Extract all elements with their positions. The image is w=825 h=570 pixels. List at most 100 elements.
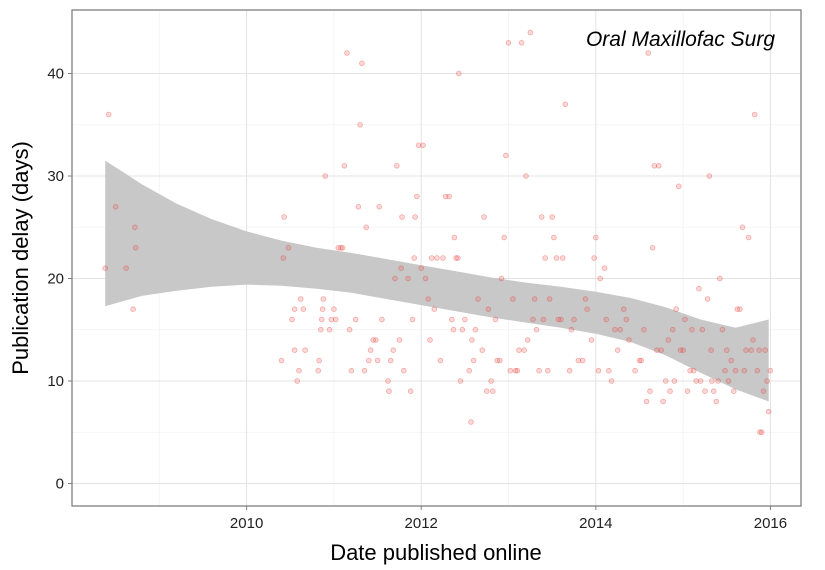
data-point [647, 388, 653, 395]
data-point [636, 357, 643, 364]
data-point [762, 347, 768, 354]
data-point [376, 204, 383, 210]
data-point [680, 347, 686, 354]
data-point [428, 255, 435, 261]
data-point [437, 357, 444, 364]
data-point [412, 214, 418, 220]
data-point [641, 326, 647, 333]
data-point [523, 173, 529, 179]
data-point [400, 367, 407, 374]
data-point [393, 163, 400, 169]
data-point [359, 60, 365, 67]
data-point [682, 316, 688, 323]
data-point [667, 388, 673, 395]
data-point [468, 419, 474, 425]
data-point [757, 429, 763, 436]
x-tick-label: 2012 [405, 515, 438, 532]
data-point [414, 193, 420, 200]
data-point [296, 367, 302, 374]
data-point [706, 173, 713, 179]
data-point [689, 326, 695, 333]
data-point [542, 255, 548, 261]
data-point [390, 347, 397, 354]
data-point [442, 193, 449, 200]
data-point [399, 214, 405, 220]
data-point [102, 265, 108, 272]
data-point [533, 326, 540, 333]
x-tick-label: 2010 [230, 515, 263, 532]
data-point [723, 347, 730, 354]
data-point [702, 388, 708, 395]
data-point [553, 255, 560, 261]
y-tick-label: 0 [56, 475, 64, 492]
data-point [300, 306, 307, 313]
data-point [320, 296, 327, 302]
data-point [750, 337, 756, 343]
data-point [372, 337, 379, 343]
data-point [675, 183, 682, 190]
data-point [469, 337, 475, 343]
data-point [722, 367, 728, 374]
data-point [632, 367, 638, 374]
data-point [291, 306, 298, 313]
data-point [105, 111, 112, 118]
y-axis-title: Publication delay (days) [8, 141, 33, 375]
data-point [332, 316, 339, 323]
data-point [732, 367, 739, 374]
data-point [716, 275, 723, 282]
data-point [696, 285, 702, 292]
data-point [654, 347, 660, 354]
data-point [516, 347, 522, 354]
data-point [132, 245, 139, 251]
data-point [407, 388, 414, 395]
data-point [485, 306, 492, 313]
data-point [374, 357, 381, 364]
data-point [741, 367, 748, 374]
data-point [617, 326, 624, 333]
data-point [481, 214, 487, 220]
data-point [521, 347, 527, 354]
data-point [620, 306, 627, 313]
data-point [527, 29, 534, 36]
data-point [530, 316, 536, 323]
data-point [355, 204, 362, 210]
data-point [317, 326, 324, 333]
data-point [451, 234, 458, 241]
data-point [730, 388, 737, 395]
data-point [322, 173, 329, 179]
data-point [123, 265, 129, 272]
data-point [483, 388, 490, 395]
data-point [472, 326, 479, 333]
data-point [348, 367, 355, 374]
data-point [687, 367, 693, 374]
data-point [367, 347, 374, 354]
data-point [575, 357, 582, 364]
data-point [588, 337, 595, 343]
data-point [409, 316, 416, 323]
data-point [719, 326, 726, 333]
data-point [725, 378, 732, 384]
data-point [643, 398, 650, 405]
data-point [595, 367, 602, 374]
data-point [440, 255, 446, 261]
data-point [568, 326, 575, 333]
data-point [597, 275, 603, 282]
data-point [559, 255, 566, 261]
data-point [335, 245, 342, 251]
data-point [319, 306, 326, 313]
confidence-band [105, 160, 769, 402]
data-point [386, 388, 392, 395]
data-point [420, 142, 426, 149]
data-point [767, 367, 774, 374]
data-point [302, 347, 308, 354]
data-point [450, 326, 457, 333]
data-point [697, 378, 704, 384]
data-point [606, 367, 612, 374]
data-point [737, 306, 743, 313]
data-point [352, 316, 359, 323]
data-point [734, 306, 741, 313]
data-point [739, 224, 746, 231]
data-point [764, 378, 770, 384]
data-point [466, 367, 473, 374]
data-point [713, 398, 720, 405]
